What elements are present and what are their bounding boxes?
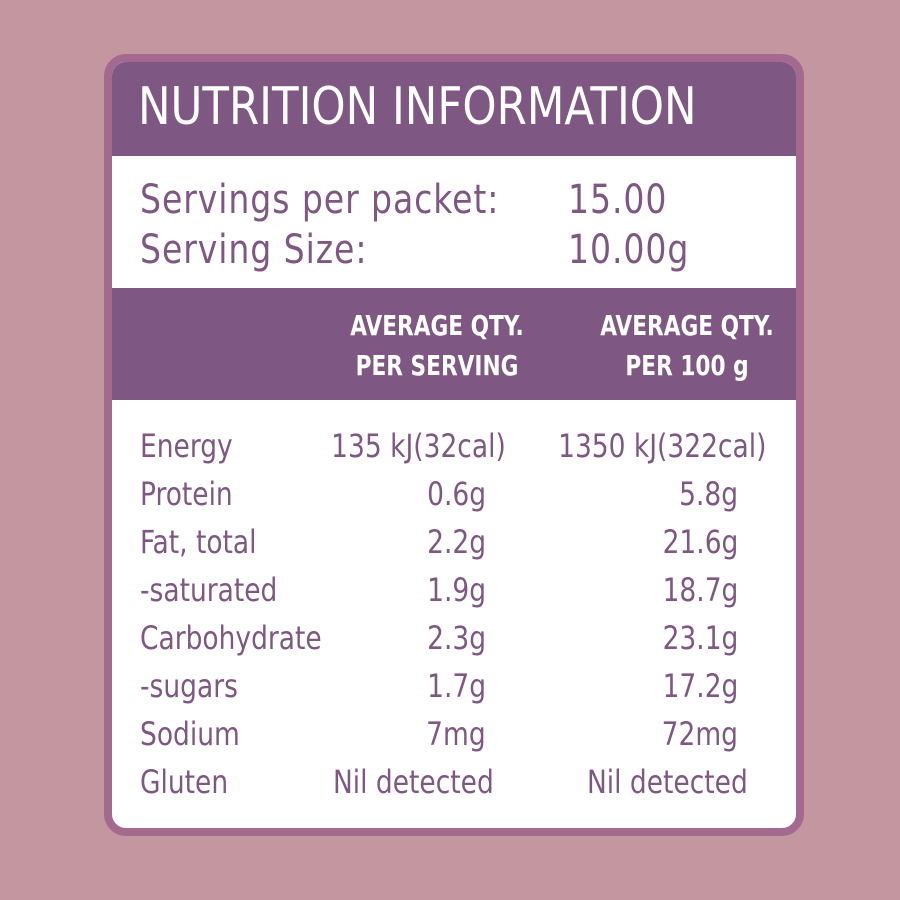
nutrient-name: Energy <box>140 427 233 465</box>
servings-per-packet-value: 15.00 <box>568 177 668 223</box>
column-header-per-100g: AVERAGE QTY. PER 100 g <box>590 306 784 386</box>
per-100g-value: 23.1g <box>662 619 738 657</box>
per-100g-value: 5.8g <box>679 475 738 513</box>
table-row: Sodium 7mg 72mg <box>112 710 796 758</box>
per-serving-value: 1.9g <box>427 571 486 609</box>
panel-title: NUTRITION INFORMATION <box>138 77 697 137</box>
table-row: Fat, total 2.2g 21.6g <box>112 518 796 566</box>
per-serving-value: 2.3g <box>427 619 486 657</box>
per-serving-value: 135 kJ(32cal) <box>331 427 506 465</box>
per-serving-value: 0.6g <box>427 475 486 513</box>
nutrition-panel: NUTRITION INFORMATION Servings per packe… <box>104 54 804 836</box>
servings-section: Servings per packet: 15.00 Serving Size:… <box>112 156 796 284</box>
table-row: Energy 135 kJ(32cal) 1350 kJ(322cal) <box>112 422 796 470</box>
nutrient-name: Protein <box>140 475 233 513</box>
table-row: Carbohydrate 2.3g 23.1g <box>112 614 796 662</box>
column-header-bar: AVERAGE QTY. PER SERVING AVERAGE QTY. PE… <box>112 288 796 400</box>
per-serving-value: 7mg <box>426 715 486 753</box>
column-header-per-serving-line2: PER SERVING <box>355 349 519 382</box>
column-header-per-serving: AVERAGE QTY. PER SERVING <box>347 306 528 386</box>
column-header-per-100g-line2: PER 100 g <box>625 349 749 382</box>
per-100g-value: 72mg <box>661 715 738 753</box>
nutrient-name: Gluten <box>140 763 229 801</box>
column-header-per-serving-line1: AVERAGE QTY. <box>350 309 524 342</box>
per-serving-value: Nil detected <box>333 763 494 801</box>
servings-per-packet-label: Servings per packet: <box>140 177 500 223</box>
table-row: -saturated 1.9g 18.7g <box>112 566 796 614</box>
table-row: -sugars 1.7g 17.2g <box>112 662 796 710</box>
nutrient-name: Sodium <box>140 715 240 753</box>
per-serving-value: 1.7g <box>427 667 486 705</box>
nutrient-name: Fat, total <box>140 523 257 561</box>
per-100g-value: 18.7g <box>662 571 738 609</box>
per-100g-value: 21.6g <box>662 523 738 561</box>
serving-size-value: 10.00g <box>568 227 690 273</box>
per-serving-value: 2.2g <box>427 523 486 561</box>
table-row: Gluten Nil detected Nil detected <box>112 758 796 806</box>
per-100g-value: Nil detected <box>587 763 748 801</box>
table-row: Protein 0.6g 5.8g <box>112 470 796 518</box>
nutrient-table: Energy 135 kJ(32cal) 1350 kJ(322cal) Pro… <box>112 422 796 806</box>
nutrient-name: -sugars <box>140 667 238 705</box>
nutrient-name: -saturated <box>140 571 278 609</box>
column-header-per-100g-line1: AVERAGE QTY. <box>600 309 774 342</box>
per-100g-value: 1350 kJ(322cal) <box>557 427 766 465</box>
per-100g-value: 17.2g <box>662 667 738 705</box>
serving-size-label: Serving Size: <box>140 227 368 273</box>
nutrient-name: Carbohydrate <box>140 619 322 657</box>
title-bar: NUTRITION INFORMATION <box>112 62 796 156</box>
